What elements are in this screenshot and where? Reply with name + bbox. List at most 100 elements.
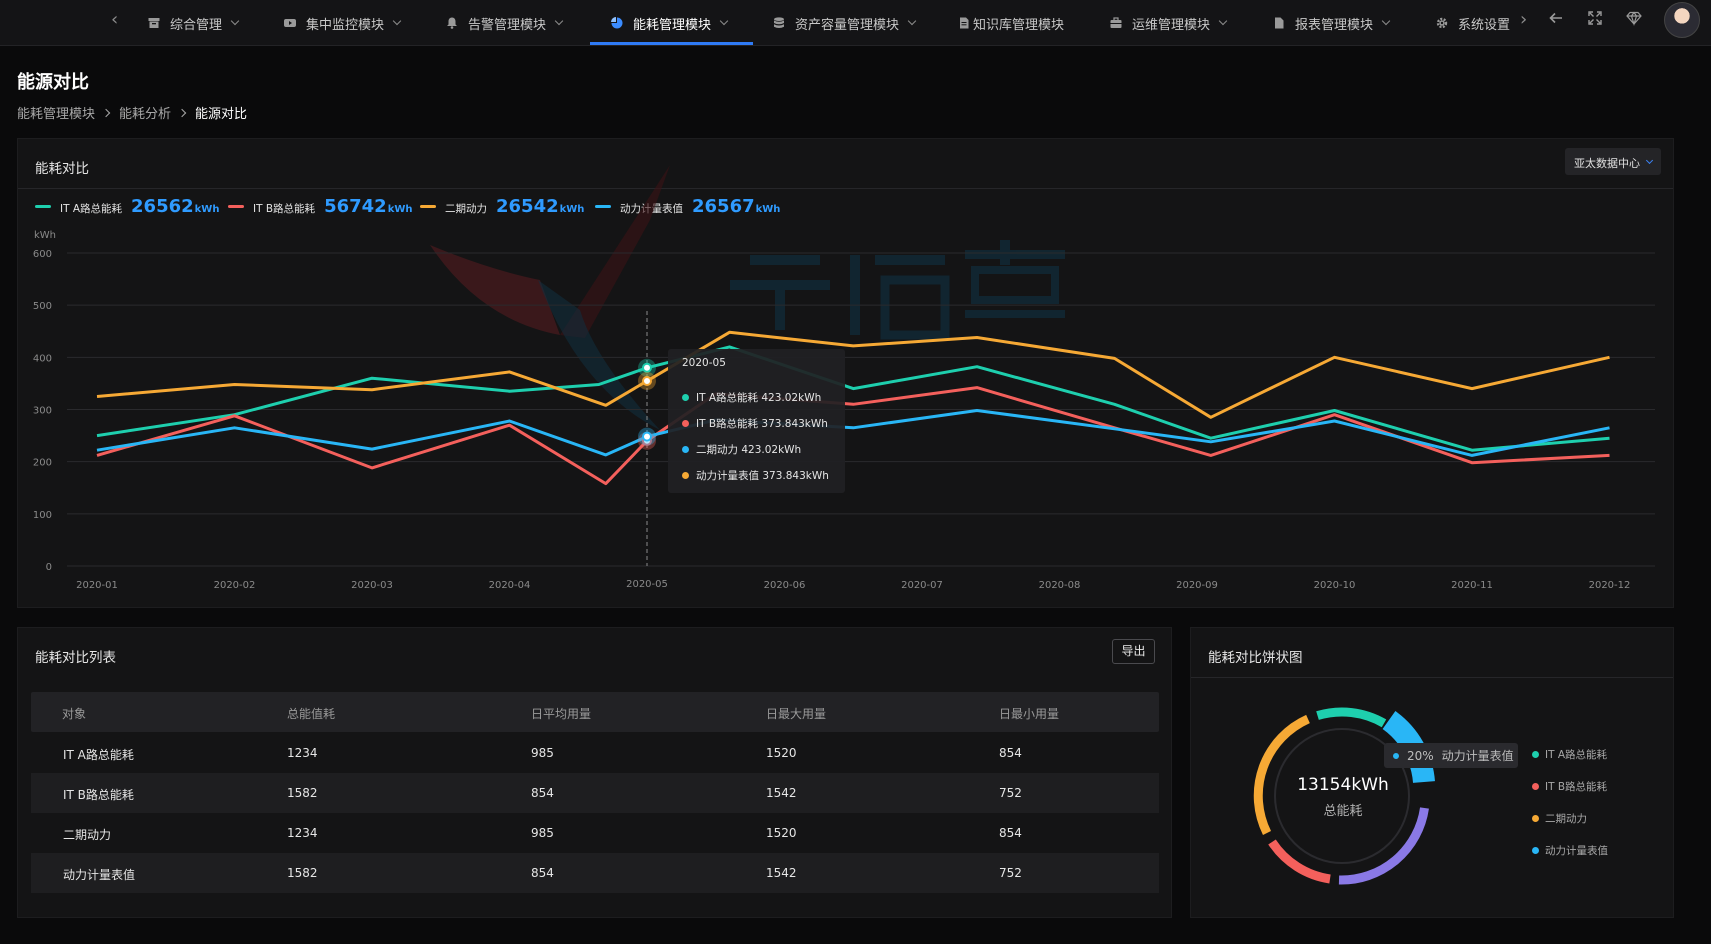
breadcrumb-item[interactable]: 能耗分析	[119, 107, 172, 122]
slice-it-a[interactable]	[1316, 707, 1387, 728]
y-tick-label: 500	[33, 301, 52, 312]
table-cell: 1520	[766, 746, 797, 760]
export-button[interactable]: 导出	[1112, 639, 1155, 664]
table-cell: 1234	[287, 826, 318, 840]
tooltip-row: IT A路总能耗 423.02kWh	[682, 390, 821, 405]
chevron-down-icon	[230, 16, 240, 26]
series-line-0[interactable]	[96, 345, 1610, 452]
nav-item-energy[interactable]: 能耗管理模块	[611, 0, 729, 46]
y-axis-label: kWh	[34, 230, 56, 241]
stat-value: 26542	[496, 196, 559, 217]
x-tick-label: 2020-12	[1589, 580, 1631, 591]
chart-tooltip: 2020-05 IT A路总能耗 423.02kWh IT B路总能耗 373.…	[668, 349, 845, 493]
legend-line	[420, 205, 436, 208]
bell-icon	[447, 17, 457, 29]
tooltip-row: IT B路总能耗 373.843kWh	[682, 416, 828, 431]
table-row[interactable]: 二期动力 1234 985 1520 854	[31, 813, 1159, 853]
y-tick-label: 0	[46, 562, 52, 573]
x-tick-label: 2020-02	[214, 580, 256, 591]
nav-item-knowledge[interactable]: 知识库管理模块	[958, 0, 1064, 46]
legend-dot	[1532, 751, 1539, 758]
column-header[interactable]: 日平均用量	[531, 707, 592, 721]
chevron-down-icon	[554, 16, 564, 26]
series-line-1[interactable]	[96, 386, 1610, 486]
slice-other[interactable]	[1338, 807, 1429, 885]
series-line-2[interactable]	[96, 330, 1610, 419]
table-cell: 1234	[287, 746, 318, 760]
x-tick-label: 2020-07	[901, 580, 943, 591]
table-row[interactable]: 动力计量表值 1582 854 1542 752	[31, 853, 1159, 893]
table-cell: 1582	[287, 866, 318, 880]
panel-title: 能耗对比	[35, 161, 89, 177]
archive-icon	[148, 18, 160, 28]
column-header[interactable]: 日最小用量	[999, 707, 1060, 721]
stat-unit: kWh	[755, 204, 781, 215]
legend-item[interactable]: IT A路总能耗	[1532, 747, 1607, 762]
column-header[interactable]: 对象	[62, 707, 87, 721]
chevron-down-icon	[719, 16, 729, 26]
legend-item[interactable]: 动力计量表值	[1532, 843, 1608, 858]
stat-phase2-power: 二期动力 26542 kWh	[420, 196, 584, 217]
legend-item[interactable]: IT B路总能耗	[1532, 779, 1607, 794]
column-header[interactable]: 总能值耗	[287, 707, 336, 721]
back-icon[interactable]	[1545, 10, 1567, 32]
nav-item-report[interactable]: 报表管理模块	[1273, 0, 1391, 46]
nav-prev-arrow[interactable]: ‹	[111, 9, 119, 30]
stat-it-a: IT A路总能耗 26562 kWh	[35, 196, 219, 217]
nav-item-overview[interactable]: 综合管理	[148, 0, 240, 46]
fullscreen-icon[interactable]	[1584, 10, 1606, 32]
table-cell: 985	[531, 746, 554, 760]
table-cell: 985	[531, 826, 554, 840]
nav-item-label: 集中监控模块	[306, 17, 385, 33]
nav-item-label: 报表管理模块	[1295, 17, 1374, 33]
nav-item-asset[interactable]: 资产容量管理模块	[773, 0, 917, 46]
tooltip-row-text: IT A路总能耗 423.02kWh	[696, 392, 822, 404]
table-cell: 1542	[766, 786, 797, 800]
nav-item-operations[interactable]: 运维管理模块	[1110, 0, 1228, 46]
table-cell: IT A路总能耗	[63, 748, 134, 762]
nav-item-settings[interactable]: 系统设置	[1436, 0, 1510, 46]
nav-item-alarm[interactable]: 告警管理模块	[446, 0, 564, 46]
stat-label: 动力计量表值	[620, 203, 683, 215]
legend-item[interactable]: 二期动力	[1532, 811, 1587, 826]
table-cell: 动力计量表值	[63, 868, 136, 882]
series-dot	[682, 420, 689, 427]
nav-item-label: 告警管理模块	[468, 17, 547, 33]
nav-item-label: 综合管理	[170, 17, 223, 33]
x-tick-label: 2020-10	[1314, 580, 1356, 591]
tooltip-row: 动力计量表值 373.843kWh	[682, 468, 829, 483]
legend-label: IT B路总能耗	[1545, 781, 1608, 793]
stat-unit: kWh	[194, 204, 220, 215]
table-cell: 854	[531, 786, 554, 800]
table-row[interactable]: IT A路总能耗 1234 985 1520 854	[31, 733, 1159, 773]
table-row[interactable]: IT B路总能耗 1582 854 1542 752	[31, 773, 1159, 813]
diamond-icon[interactable]	[1623, 10, 1645, 32]
gear-icon	[1436, 17, 1448, 29]
nav-item-label: 能耗管理模块	[633, 17, 712, 33]
page-title: 能源对比	[17, 72, 89, 93]
column-header[interactable]: 日最大用量	[766, 707, 827, 721]
chevron-down-icon	[1218, 16, 1228, 26]
avatar[interactable]	[1664, 2, 1700, 38]
table-cell: 854	[531, 866, 554, 880]
x-tick-label: 2020-01	[76, 580, 118, 591]
line-chart: kWh 0 100 200 300 400 500 600 2020-01 2020-02 2020…	[33, 230, 1655, 591]
y-tick-label: 200	[33, 458, 52, 469]
slice-phase2-power[interactable]	[1253, 714, 1310, 835]
hover-marker	[642, 362, 652, 373]
tooltip-row-text: 二期动力 423.02kWh	[696, 444, 802, 456]
datacenter-select[interactable]: 亚太数据中心	[1565, 148, 1661, 175]
nav-item-monitoring[interactable]: 集中监控模块	[284, 0, 402, 46]
slice-it-b[interactable]	[1268, 839, 1331, 884]
table-cell: 1582	[287, 786, 318, 800]
stat-power-meter: 动力计量表值 26567 kWh	[595, 196, 780, 217]
x-tick-label: 2020-05	[626, 579, 668, 590]
divider	[1191, 677, 1673, 678]
database-icon	[774, 17, 784, 29]
table-cell: 752	[999, 866, 1022, 880]
breadcrumb-item[interactable]: 能耗管理模块	[17, 107, 96, 122]
table-header: 对象 总能值耗 日平均用量 日最大用量 日最小用量	[31, 692, 1159, 732]
nav-next-arrow[interactable]: ›	[1520, 9, 1528, 30]
stat-label: IT A路总能耗	[60, 203, 123, 215]
briefcase-icon	[1110, 17, 1122, 28]
